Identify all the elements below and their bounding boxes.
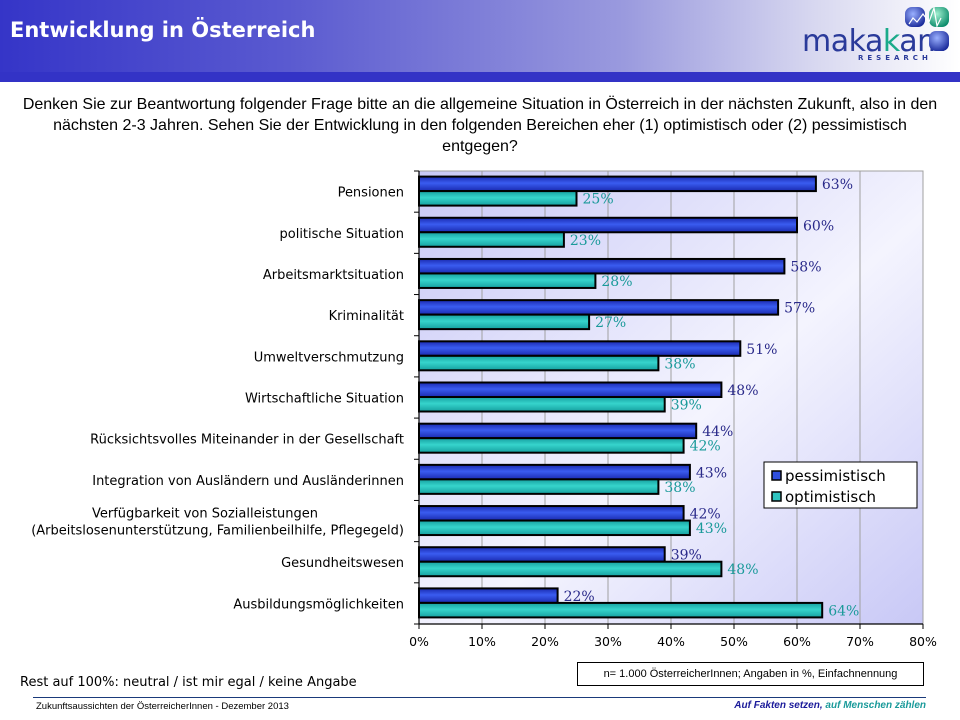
data-label-pessimistisch: 42% (690, 507, 721, 523)
logo-text-a: maka (802, 24, 883, 59)
logo-bubble-blue (905, 7, 925, 27)
category-label: Verfügbarkeit von Sozialleistungen (92, 507, 318, 522)
legend-label-optimistisch: optimistisch (785, 488, 876, 506)
footer-slogan: Auf Fakten setzen, auf Menschen zählen (734, 700, 926, 711)
bar-pessimistisch (418, 422, 698, 440)
x-tick-label: 40% (657, 634, 685, 649)
footer-divider (33, 697, 926, 698)
data-label-pessimistisch: 22% (564, 589, 595, 605)
category-label: Kriminalität (329, 309, 404, 324)
data-label-optimistisch: 39% (671, 398, 702, 414)
slogan-part-1: Auf Fakten setzen, (734, 700, 823, 711)
x-tick-label: 10% (468, 634, 496, 649)
axes (414, 170, 924, 629)
logo-bubbles-icon (905, 5, 949, 51)
rest-note: Rest auf 100%: neutral / ist mir egal / … (20, 675, 357, 690)
bar-optimistisch (418, 478, 660, 495)
category-label: politische Situation (280, 227, 405, 242)
survey-question: Denken Sie zur Beantwortung folgender Fr… (22, 96, 938, 155)
page-title: Entwicklung in Österreich (10, 18, 316, 42)
data-label-optimistisch: 25% (583, 192, 614, 208)
bar-pessimistisch (418, 340, 742, 357)
data-label-optimistisch: 38% (664, 356, 695, 372)
bar-pessimistisch (418, 546, 666, 563)
data-label-optimistisch: 38% (664, 480, 695, 496)
bar-chart: 0% 10% 20% 30% 40% 50% 60% 70% 80% Pensionen 63% 25… (31, 170, 937, 649)
makam-logo: makakam RESEARCH (800, 4, 955, 66)
data-label-optimistisch: 42% (690, 439, 721, 455)
bar-optimistisch (418, 396, 666, 413)
data-label-optimistisch: 64% (828, 603, 859, 619)
data-label-optimistisch: 23% (570, 233, 601, 249)
data-label-pessimistisch: 48% (727, 383, 758, 399)
x-tick-label: 80% (909, 634, 937, 649)
bar-pessimistisch (418, 299, 780, 316)
bar-optimistisch (418, 313, 591, 331)
header-banner (0, 0, 960, 72)
bar-pessimistisch (418, 463, 691, 481)
bar-pessimistisch (418, 216, 798, 234)
logo-pulse-line (908, 5, 942, 28)
bar-pessimistisch (418, 587, 559, 604)
data-label-optimistisch: 48% (727, 562, 758, 578)
category-label: Pensionen (338, 186, 404, 201)
data-label-optimistisch: 27% (595, 315, 626, 331)
bar-optimistisch (418, 519, 691, 537)
x-tick-label: 0% (409, 634, 429, 649)
logo-bubble-green (929, 7, 949, 27)
x-tick-label: 60% (783, 634, 811, 649)
logo-subtitle: RESEARCH (858, 54, 932, 62)
bar-optimistisch (418, 272, 597, 289)
data-label-optimistisch: 28% (601, 274, 632, 290)
footer-source: Zukunftsaussichten der ÖsterreicherInnen… (36, 701, 289, 712)
x-tick-label: 20% (531, 634, 559, 649)
data-label-optimistisch: 43% (696, 521, 727, 537)
category-label: Ausbildungsmöglichkeiten (233, 597, 404, 612)
x-tick-label: 50% (720, 634, 748, 649)
bar-optimistisch (418, 231, 565, 248)
slogan-part-2: auf Menschen zählen (822, 700, 926, 711)
category-label: Integration von Ausländern und Ausländer… (92, 474, 404, 489)
data-label-pessimistisch: 43% (696, 465, 727, 481)
bar-optimistisch (418, 601, 824, 619)
bar-optimistisch (418, 560, 723, 578)
category-label: (Arbeitslosenunterstützung, Familienbeil… (31, 524, 404, 539)
data-label-pessimistisch: 63% (822, 177, 853, 193)
bar-optimistisch (418, 190, 578, 207)
bar-pessimistisch (418, 381, 723, 398)
logo-bubble-blue-2 (929, 31, 949, 51)
bar-pessimistisch (418, 257, 786, 275)
legend-swatch-pessimistisch (771, 470, 782, 481)
sample-note: n= 1.000 ÖsterreicherInnen; Angaben in %… (577, 662, 924, 686)
data-label-pessimistisch: 51% (746, 342, 777, 358)
data-label-pessimistisch: 58% (790, 259, 821, 275)
bar-optimistisch (418, 437, 685, 454)
bar-pessimistisch (418, 505, 685, 522)
legend: pessimistisch optimistisch (763, 461, 918, 509)
bar-optimistisch (418, 354, 660, 372)
category-label: Umweltverschmutzung (254, 350, 404, 365)
labels: 0% 10% 20% 30% 40% 50% 60% 70% 80% Pensionen 63% 25… (31, 177, 937, 649)
category-label: Arbeitsmarktsituation (263, 268, 404, 283)
category-label: Gesundheitswesen (281, 556, 404, 571)
legend-swatch-optimistisch (771, 491, 782, 502)
legend-box (763, 461, 918, 509)
bar-pessimistisch (418, 175, 817, 193)
logo-text-k: k (882, 24, 900, 59)
category-label: Rücksichtsvolles Miteinander in der Gese… (90, 433, 404, 448)
category-label: Wirtschaftliche Situation (245, 392, 404, 407)
data-label-pessimistisch: 39% (671, 548, 702, 564)
data-label-pessimistisch: 44% (702, 424, 733, 440)
x-tick-label: 70% (846, 634, 874, 649)
header-bar (0, 72, 960, 82)
data-label-pessimistisch: 57% (784, 301, 815, 317)
legend-label-pessimistisch: pessimistisch (785, 467, 886, 485)
data-label-pessimistisch: 60% (803, 218, 834, 234)
x-tick-label: 30% (594, 634, 622, 649)
